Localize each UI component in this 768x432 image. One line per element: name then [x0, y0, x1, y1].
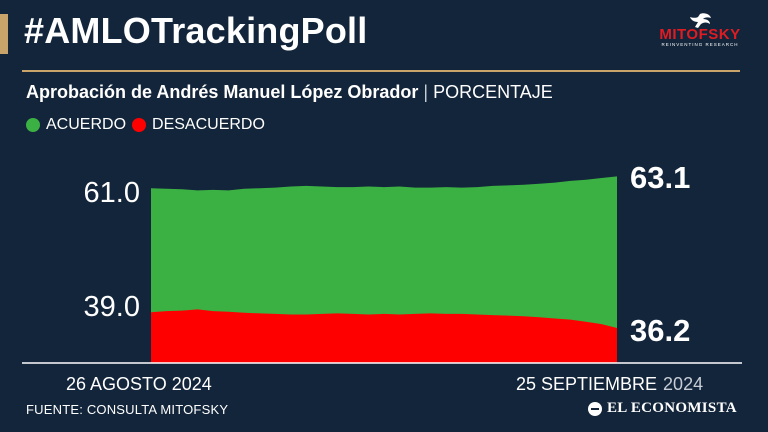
headline-hashtag: #AMLOTrackingPoll — [24, 10, 368, 51]
legend: ACUERDO DESACUERDO — [26, 116, 271, 134]
x-tick-end-main: 25 SEPTIEMBRE — [516, 374, 657, 394]
legend-swatch-acuerdo — [26, 118, 40, 132]
legend-label-acuerdo: ACUERDO — [46, 116, 127, 133]
logo-name: MITOFSKY — [659, 26, 741, 43]
header-divider — [22, 70, 740, 72]
legend-swatch-desacuerdo — [132, 118, 147, 132]
end-label-acuerdo: 63.1 — [630, 160, 690, 195]
x-tick-end-year: 2024 — [663, 374, 703, 394]
publisher-logo: EL ECONOMISTA — [588, 400, 737, 417]
legend-item-desacuerdo: DESACUERDO — [132, 116, 265, 134]
legend-label-desacuerdo: DESACUERDO — [152, 116, 265, 133]
x-tick-end: 25 SEPTIEMBRE 2024 — [516, 374, 703, 394]
source-note: FUENTE: CONSULTA MITOFSKY — [26, 402, 229, 417]
subtitle-title: Aprobación de Andrés Manuel López Obrado… — [26, 82, 419, 102]
legend-item-acuerdo: ACUERDO — [26, 116, 126, 134]
start-label-acuerdo: 61.0 — [84, 177, 140, 209]
start-label-desacuerdo: 39.0 — [84, 291, 140, 323]
subtitle-unit: PORCENTAJE — [433, 82, 553, 102]
logo-tagline: REINVENTING RESEARCH — [661, 42, 739, 47]
mitofsky-logo: MITOFSKY REINVENTING RESEARCH — [654, 12, 746, 58]
chart-subtitle: Aprobación de Andrés Manuel López Obrado… — [26, 82, 553, 103]
subtitle-separator: | — [423, 82, 429, 102]
publisher-mark-icon — [588, 401, 602, 416]
end-label-desacuerdo: 36.2 — [630, 313, 690, 348]
publisher-name: EL ECONOMISTA — [607, 400, 737, 416]
runner-logo-icon — [690, 13, 711, 28]
x-tick-start: 26 AGOSTO 2024 — [66, 374, 212, 394]
area-desacuerdo — [151, 309, 617, 363]
accent-bar — [0, 14, 8, 54]
